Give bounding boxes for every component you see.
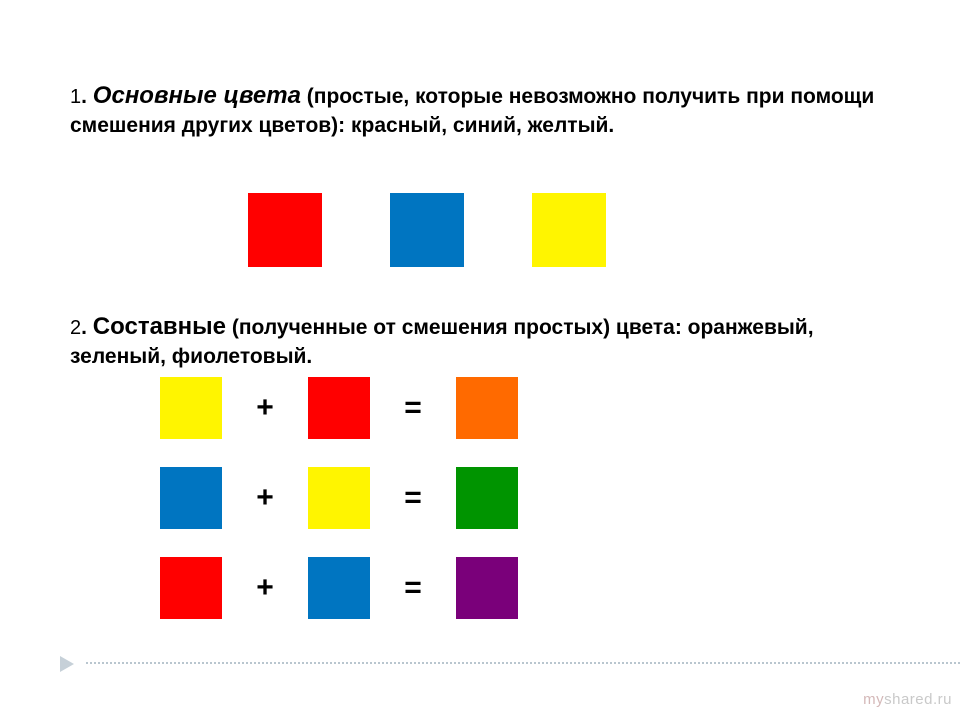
mix-3-input-a	[160, 557, 222, 619]
plus-op: +	[222, 391, 308, 425]
section-2-number: 2	[70, 317, 81, 339]
section-2-paragraph: 2. Составные (полученные от смешения про…	[70, 311, 890, 372]
section-1-title: Основные цвета	[93, 82, 301, 109]
primary-swatch-yellow	[532, 193, 606, 267]
mix-3-result	[456, 557, 518, 619]
section-2-title: Составные	[93, 313, 226, 340]
section-1-paragraph: 1. Основные цвета (простые, которые нево…	[70, 80, 890, 141]
watermark-prefix: my	[863, 691, 884, 708]
slide-content: 1. Основные цвета (простые, которые нево…	[0, 0, 960, 619]
primary-swatch-red	[248, 193, 322, 267]
watermark: myshared.ru	[863, 691, 952, 708]
watermark-suffix: shared	[884, 691, 933, 708]
footer-dotted-line	[86, 662, 960, 664]
mix-2-input-a	[160, 467, 222, 529]
mix-1-result	[456, 377, 518, 439]
mix-2-input-b	[308, 467, 370, 529]
equals-op: =	[370, 481, 456, 515]
equals-op: =	[370, 391, 456, 425]
section-1-number: 1	[70, 86, 81, 108]
footer-triangle-icon	[60, 656, 74, 672]
primary-colors-row	[248, 193, 890, 267]
mix-1-input-a	[160, 377, 222, 439]
mix-3-input-b	[308, 557, 370, 619]
mix-row-2: + =	[160, 467, 890, 529]
mix-1-input-b	[308, 377, 370, 439]
mix-row-1: + =	[160, 377, 890, 439]
mix-rows-container: + = + = + =	[160, 377, 890, 619]
plus-op: +	[222, 571, 308, 605]
mix-row-3: + =	[160, 557, 890, 619]
plus-op: +	[222, 481, 308, 515]
equals-op: =	[370, 571, 456, 605]
watermark-ext: .ru	[933, 691, 952, 708]
primary-swatch-blue	[390, 193, 464, 267]
mix-2-result	[456, 467, 518, 529]
